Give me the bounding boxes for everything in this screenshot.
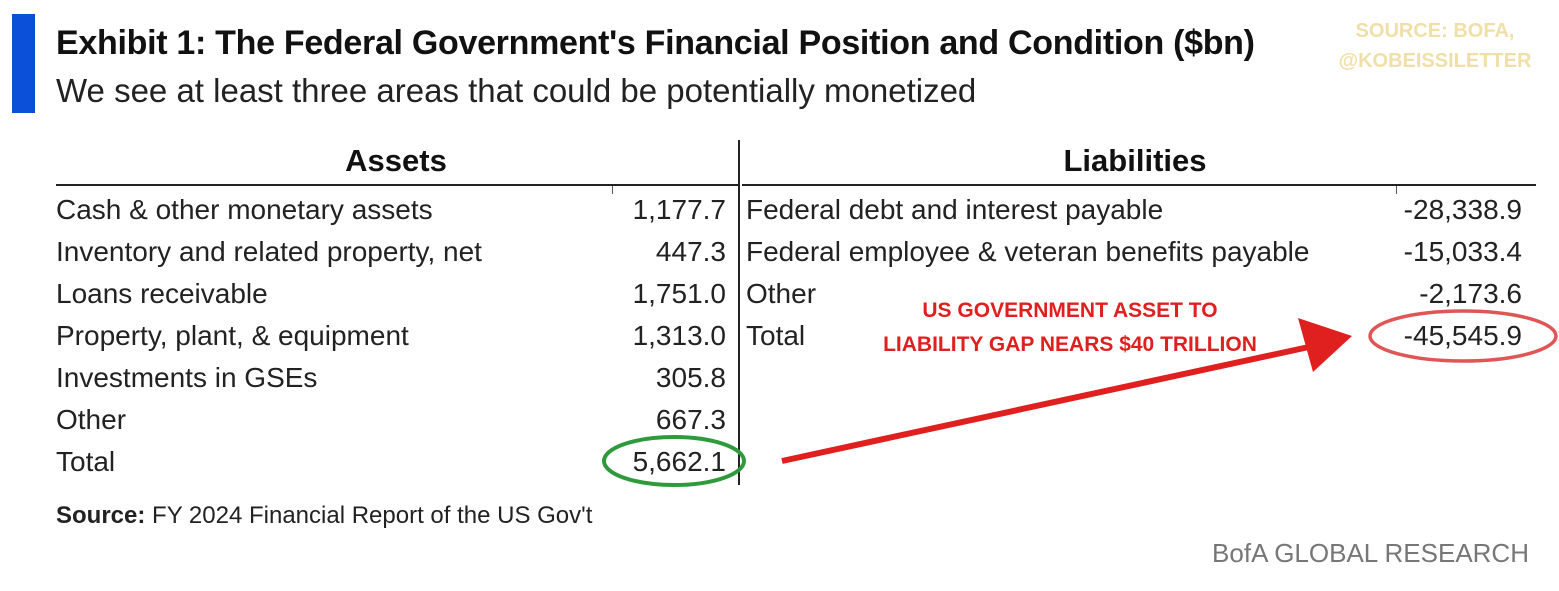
asset-row-value: 1,751.0 [632,278,726,309]
liability-row-value: -28,338.9 [1403,194,1522,225]
asset-row-label: Investments in GSEs [56,362,318,393]
liabilities-total-label: Total [746,320,806,351]
liability-row-value: -2,173.6 [1419,278,1522,309]
brand-footer: BofA GLOBAL RESEARCH [1212,538,1529,568]
liability-row-value: -15,033.4 [1403,236,1522,267]
asset-row-value: 305.8 [655,362,726,393]
liability-row-label: Federal debt and interest payable [746,194,1164,225]
liability-row-label: Other [746,278,817,309]
liabilities-header-rule [742,184,1536,186]
asset-row-label: Other [56,404,127,435]
asset-row-label: Cash & other monetary assets [56,194,433,225]
source-label: Source: [56,502,146,529]
liabilities-header: Liabilities [1063,143,1207,178]
asset-row-label: Inventory and related property, net [56,236,482,267]
watermark-line-2: @KOBEISSILETTER [1338,50,1532,72]
assets-total-circle [602,435,746,487]
asset-row-value: 1,177.7 [632,194,726,225]
table-column-divider [738,140,740,485]
asset-row-label: Property, plant, & equipment [56,320,409,351]
assets-header: Assets [345,143,447,178]
gap-arrow-shaft [781,342,1319,464]
assets-column-tick [612,186,613,194]
liabilities-total-circle [1368,309,1558,363]
gap-arrow-head [1298,318,1352,372]
liabilities-total-value: -45,545.9 [1403,320,1522,351]
liability-row-label: Federal employee & veteran benefits paya… [746,236,1310,267]
source-watermark: SOURCE: BOFA, @KOBEISSILETTER [1335,16,1535,76]
accent-bar [12,14,35,113]
source-note: Source: FY 2024 Financial Report of the … [56,502,592,530]
assets-total-label: Total [56,446,116,477]
watermark-line-1: SOURCE: BOFA, [1355,20,1515,42]
annotation-line-2: LIABILITY GAP NEARS $40 TRILLION [883,333,1257,356]
asset-row-value: 447.3 [655,236,726,267]
gap-annotation: US GOVERNMENT ASSET TO LIABILITY GAP NEA… [840,294,1300,362]
asset-row-value: 667.3 [655,404,726,435]
assets-header-rule [56,184,738,186]
exhibit-subtitle: We see at least three areas that could b… [56,72,977,109]
source-text: FY 2024 Financial Report of the US Gov't [145,502,593,529]
asset-row-label: Loans receivable [56,278,268,309]
asset-row-value: 1,313.0 [632,320,726,351]
annotation-line-1: US GOVERNMENT ASSET TO [922,299,1218,322]
liabilities-column-tick [1396,186,1397,194]
exhibit-title: Exhibit 1: The Federal Government's Fina… [56,24,1255,62]
assets-total-value: 5,662.1 [632,446,726,477]
